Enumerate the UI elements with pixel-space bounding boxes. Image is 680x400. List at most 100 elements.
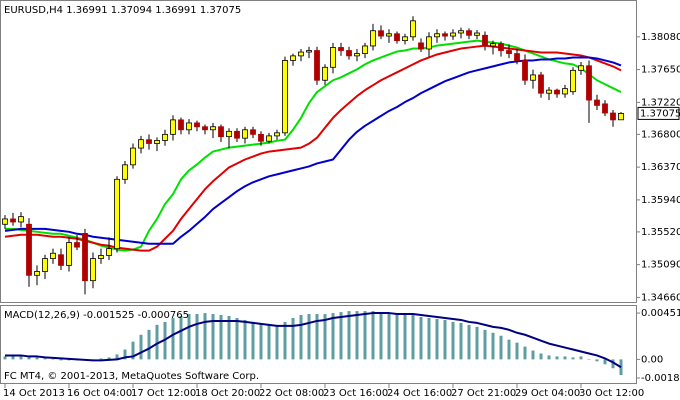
candle-body bbox=[162, 133, 168, 141]
macd-bar bbox=[611, 359, 615, 369]
y-tick-label: 1.35520 bbox=[641, 227, 680, 238]
macd-bar bbox=[595, 359, 599, 362]
candle-body bbox=[98, 255, 104, 259]
macd-bar bbox=[539, 353, 543, 360]
candle-body bbox=[58, 254, 64, 266]
candle-body bbox=[418, 42, 424, 50]
candle-body bbox=[50, 252, 56, 259]
macd-bar bbox=[275, 325, 279, 360]
symbol: EURUSD,H4 bbox=[4, 5, 63, 16]
candle-body bbox=[554, 89, 560, 95]
candle-body bbox=[506, 50, 512, 54]
x-tick-label: 17 Oct 12:00 bbox=[131, 388, 196, 399]
y-tick-label: 1.34660 bbox=[641, 292, 680, 303]
macd-bar bbox=[51, 359, 55, 360]
candle-body bbox=[346, 50, 352, 57]
candle-body bbox=[258, 133, 264, 142]
macd-bar bbox=[19, 355, 23, 360]
candle-body bbox=[74, 242, 80, 248]
macd-bar bbox=[459, 322, 463, 360]
header-high: 1.37094 bbox=[111, 5, 152, 16]
candle-body bbox=[442, 33, 448, 37]
candle-body bbox=[362, 45, 368, 54]
candle-body bbox=[370, 30, 376, 47]
macd-signal-value: -0.000765 bbox=[138, 310, 189, 321]
candle-body bbox=[306, 50, 312, 53]
price-marker-box bbox=[637, 106, 680, 120]
macd-bar bbox=[195, 314, 199, 360]
candle-body bbox=[266, 135, 272, 142]
candle-body bbox=[122, 164, 128, 180]
macd-signal-line bbox=[5, 312, 622, 369]
macd-bar bbox=[3, 356, 7, 360]
candle-body bbox=[170, 119, 176, 135]
macd-bar bbox=[435, 318, 439, 360]
macd-bar bbox=[523, 346, 527, 360]
candle-body bbox=[522, 60, 528, 81]
candle-body bbox=[234, 130, 240, 139]
macd-panel-frame bbox=[0, 305, 637, 384]
macd-bar bbox=[579, 356, 583, 360]
candle-body bbox=[146, 139, 152, 144]
price-marker-label: 1.37075 bbox=[640, 108, 680, 119]
y-tick-label: 1.37650 bbox=[641, 65, 680, 76]
candle-body bbox=[338, 47, 344, 51]
header-open: 1.36991 bbox=[66, 5, 107, 16]
macd-bar bbox=[411, 315, 415, 360]
candle-body bbox=[586, 65, 592, 101]
candle-body bbox=[2, 218, 8, 225]
x-tick-label: 14 Oct 2013 bbox=[3, 388, 65, 399]
candle-body bbox=[290, 55, 296, 61]
y-tick-label: 0.00 bbox=[641, 354, 663, 365]
macd-bar bbox=[99, 358, 103, 360]
candle-body bbox=[314, 50, 320, 81]
candle-body bbox=[18, 216, 24, 223]
macd-bar bbox=[171, 317, 175, 360]
header-low: 1.36991 bbox=[155, 5, 196, 16]
price-header: EURUSD,H4 1.36991 1.37094 1.36991 1.3707… bbox=[4, 5, 241, 16]
candle-body bbox=[10, 218, 16, 223]
candle-body bbox=[570, 69, 576, 93]
candle-body bbox=[298, 51, 304, 57]
candle-body bbox=[322, 66, 328, 81]
candle-body bbox=[154, 140, 160, 144]
macd-bar bbox=[403, 315, 407, 360]
candle-body bbox=[282, 60, 288, 134]
candle-body bbox=[514, 53, 520, 61]
macd-header: MACD(12,26,9) -0.001525 -0.000765 bbox=[4, 310, 189, 321]
macd-bar bbox=[507, 339, 511, 360]
macd-bar bbox=[451, 321, 455, 360]
macd-bar bbox=[491, 332, 495, 360]
candle-body bbox=[450, 32, 456, 37]
candle-body bbox=[66, 242, 72, 266]
candle-body bbox=[330, 47, 336, 68]
candle-body bbox=[106, 248, 112, 256]
y-tick-label: -0.001813 bbox=[641, 373, 680, 384]
macd-bar bbox=[427, 317, 431, 360]
y-tick-label: 1.38080 bbox=[641, 32, 680, 43]
candle-body bbox=[186, 122, 192, 131]
macd-bar bbox=[371, 311, 375, 360]
candle-body bbox=[594, 99, 600, 106]
macd-title: MACD(12,26,9) bbox=[4, 310, 80, 321]
candle-body bbox=[490, 43, 496, 47]
candle-body bbox=[178, 119, 184, 131]
macd-bar bbox=[187, 314, 191, 360]
macd-bar bbox=[155, 324, 159, 360]
macd-bar bbox=[147, 329, 151, 360]
macd-bar bbox=[11, 355, 15, 360]
candle-body bbox=[242, 129, 248, 139]
macd-bar bbox=[363, 311, 367, 360]
macd-bar bbox=[555, 356, 559, 360]
candle-body bbox=[386, 33, 392, 37]
x-tick-label: 23 Oct 16:00 bbox=[323, 388, 388, 399]
macd-bar bbox=[59, 359, 63, 361]
macd-bar bbox=[43, 358, 47, 360]
candle-body bbox=[218, 126, 224, 138]
price-panel-frame bbox=[0, 0, 637, 303]
candle-body bbox=[130, 147, 136, 166]
candle-body bbox=[602, 103, 608, 114]
macd-bar bbox=[203, 313, 207, 360]
y-tick-label: 1.36800 bbox=[641, 129, 680, 140]
